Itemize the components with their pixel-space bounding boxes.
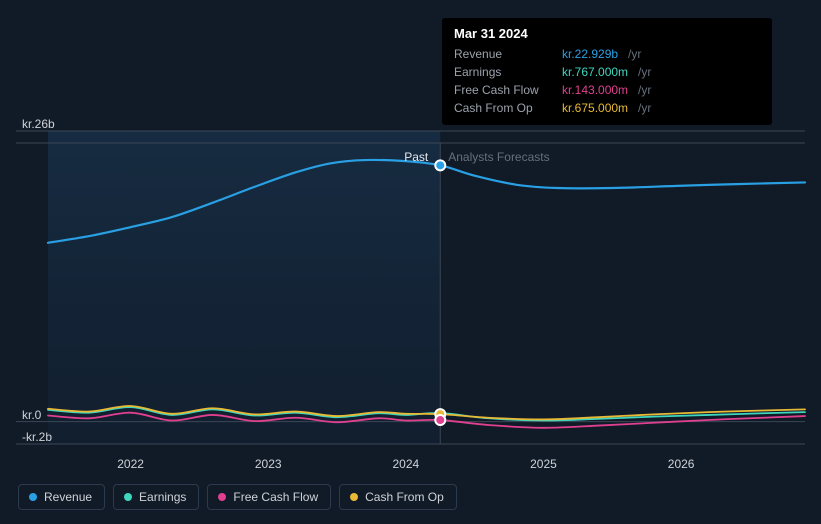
x-tick-label: 2026 [668, 457, 695, 471]
legend-item-label: Free Cash Flow [233, 490, 318, 504]
legend-item-label: Revenue [44, 490, 92, 504]
legend-item-earnings[interactable]: Earnings [113, 484, 199, 510]
tooltip-row: Cash From Op kr.675.000m/yr [454, 99, 760, 117]
legend-dot-icon [218, 493, 226, 501]
legend-item-label: Cash From Op [365, 490, 444, 504]
y-tick-label: kr.26b [22, 117, 55, 131]
tooltip-row-value: kr.675.000m [562, 99, 628, 117]
legend-item-cfo[interactable]: Cash From Op [339, 484, 457, 510]
tooltip-row-value: kr.767.000m [562, 63, 628, 81]
tooltip-row-unit: /yr [638, 81, 651, 99]
tooltip-row-value: kr.143.000m [562, 81, 628, 99]
section-label-past: Past [404, 150, 428, 164]
chart-legend: Revenue Earnings Free Cash Flow Cash From O… [18, 484, 457, 510]
tooltip-row: Earnings kr.767.000m/yr [454, 63, 760, 81]
tooltip-row-label: Earnings [454, 63, 554, 81]
chart-tooltip: Mar 31 2024 Revenuekr.22.929b/yrEarnings… [442, 18, 772, 125]
section-label-future: Analysts Forecasts [448, 150, 549, 164]
x-tick-label: 2023 [255, 457, 282, 471]
legend-dot-icon [124, 493, 132, 501]
tooltip-row-label: Free Cash Flow [454, 81, 554, 99]
tooltip-row-value: kr.22.929b [562, 45, 618, 63]
tooltip-row-label: Revenue [454, 45, 554, 63]
x-tick-label: 2024 [392, 457, 419, 471]
tooltip-row: Free Cash Flow kr.143.000m/yr [454, 81, 760, 99]
legend-item-revenue[interactable]: Revenue [18, 484, 105, 510]
legend-dot-icon [29, 493, 37, 501]
y-tick-label: kr.0 [22, 408, 41, 422]
legend-dot-icon [350, 493, 358, 501]
tooltip-title: Mar 31 2024 [454, 26, 760, 41]
x-tick-label: 2025 [530, 457, 557, 471]
legend-item-label: Earnings [139, 490, 186, 504]
legend-item-fcf[interactable]: Free Cash Flow [207, 484, 331, 510]
tooltip-row-unit: /yr [638, 99, 651, 117]
tooltip-row-unit: /yr [628, 45, 641, 63]
x-tick-label: 2022 [117, 457, 144, 471]
financials-chart: kr.26b kr.0 -kr.2b 2022 2023 2024 2025 2026 Pa… [0, 0, 821, 524]
tooltip-row: Revenue kr.22.929b/yr [454, 45, 760, 63]
tooltip-row-unit: /yr [638, 63, 651, 81]
y-tick-label: -kr.2b [22, 430, 52, 444]
tooltip-row-label: Cash From Op [454, 99, 554, 117]
